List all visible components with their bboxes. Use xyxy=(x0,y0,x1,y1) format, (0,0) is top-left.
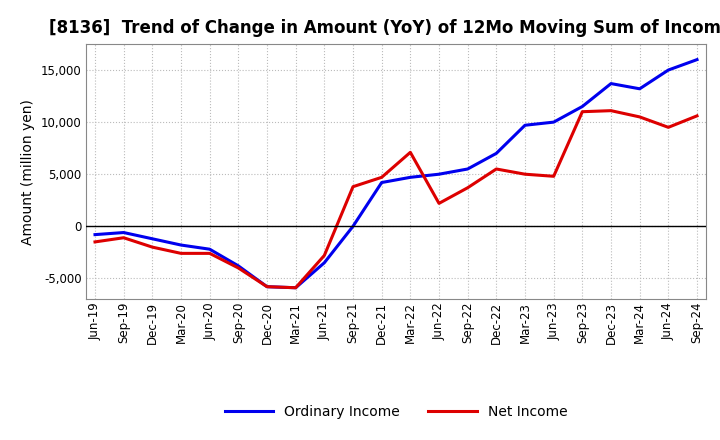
Net Income xyxy=(377,175,386,180)
Net Income xyxy=(348,184,357,189)
Net Income xyxy=(234,265,243,271)
Net Income xyxy=(320,253,328,258)
Title: [8136]  Trend of Change in Amount (YoY) of 12Mo Moving Sum of Incomes: [8136] Trend of Change in Amount (YoY) o… xyxy=(50,19,720,37)
Net Income xyxy=(492,166,500,172)
Ordinary Income xyxy=(435,172,444,177)
Net Income xyxy=(205,251,214,256)
Y-axis label: Amount (million yen): Amount (million yen) xyxy=(21,99,35,245)
Net Income xyxy=(148,245,157,250)
Ordinary Income xyxy=(607,81,616,86)
Ordinary Income xyxy=(406,175,415,180)
Legend: Ordinary Income, Net Income: Ordinary Income, Net Income xyxy=(219,400,573,425)
Ordinary Income xyxy=(578,104,587,109)
Ordinary Income xyxy=(234,263,243,268)
Ordinary Income xyxy=(492,151,500,156)
Ordinary Income xyxy=(635,86,644,92)
Ordinary Income xyxy=(120,230,128,235)
Line: Ordinary Income: Ordinary Income xyxy=(95,60,697,288)
Net Income xyxy=(521,172,529,177)
Line: Net Income: Net Income xyxy=(95,111,697,288)
Ordinary Income xyxy=(292,285,300,290)
Net Income xyxy=(120,235,128,240)
Net Income xyxy=(292,285,300,290)
Ordinary Income xyxy=(664,67,672,73)
Ordinary Income xyxy=(377,180,386,185)
Net Income xyxy=(693,113,701,118)
Ordinary Income xyxy=(549,120,558,125)
Ordinary Income xyxy=(176,242,185,248)
Net Income xyxy=(91,239,99,245)
Net Income xyxy=(578,109,587,114)
Net Income xyxy=(607,108,616,114)
Ordinary Income xyxy=(91,232,99,237)
Net Income xyxy=(176,251,185,256)
Net Income xyxy=(263,284,271,290)
Ordinary Income xyxy=(464,166,472,172)
Ordinary Income xyxy=(205,246,214,252)
Net Income xyxy=(549,174,558,179)
Net Income xyxy=(435,201,444,206)
Net Income xyxy=(406,150,415,155)
Net Income xyxy=(464,185,472,191)
Ordinary Income xyxy=(521,123,529,128)
Net Income xyxy=(635,114,644,120)
Ordinary Income xyxy=(693,57,701,62)
Ordinary Income xyxy=(148,236,157,242)
Ordinary Income xyxy=(348,224,357,229)
Ordinary Income xyxy=(320,260,328,265)
Ordinary Income xyxy=(263,284,271,290)
Net Income xyxy=(664,125,672,130)
